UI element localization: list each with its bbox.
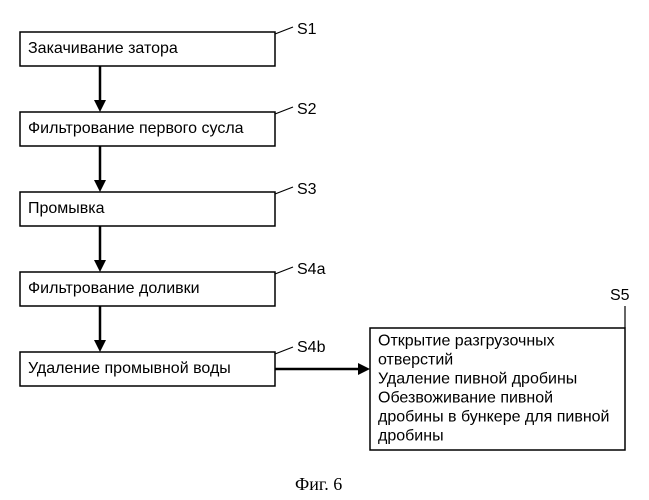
step-s5: Открытие разгрузочных отверстий Удаление п… xyxy=(370,287,630,450)
step-s4a: Фильтрование доливки S4a xyxy=(20,261,326,306)
step-text: Промывка xyxy=(28,200,105,217)
step-text: дробины xyxy=(378,428,444,445)
figure-caption: Фиг. 6 xyxy=(295,474,342,494)
arrow-head xyxy=(94,180,106,192)
step-label: S3 xyxy=(297,181,317,198)
step-s1: Закачивание затора S1 xyxy=(20,21,317,66)
label-leader xyxy=(275,187,293,194)
step-text: Удаление промывной воды xyxy=(28,360,231,377)
step-text: дробины в бункере для пивной xyxy=(378,409,609,426)
step-text: Фильтрование первого сусла xyxy=(28,120,244,137)
step-label: S5 xyxy=(610,287,630,304)
label-leader xyxy=(275,27,293,34)
label-leader xyxy=(275,107,293,114)
step-s3: Промывка S3 xyxy=(20,181,317,226)
step-text: Удаление пивной дробины xyxy=(378,371,577,388)
step-s2: Фильтрование первого сусла S2 xyxy=(20,101,317,146)
arrow-head xyxy=(94,260,106,272)
step-text: Открытие разгрузочных xyxy=(378,333,555,350)
step-text: Фильтрование доливки xyxy=(28,280,200,297)
step-text: отверстий xyxy=(378,352,453,369)
label-leader xyxy=(275,267,293,274)
step-label: S4a xyxy=(297,261,326,278)
step-label: S1 xyxy=(297,21,317,38)
step-text: Обезвоживание пивной xyxy=(378,390,553,407)
step-s4b: Удаление промывной воды S4b xyxy=(20,339,326,386)
step-label: S4b xyxy=(297,339,326,356)
step-text: Закачивание затора xyxy=(28,40,178,57)
label-leader xyxy=(275,347,293,354)
flowchart: Закачивание затора S1 Фильтрование первого… xyxy=(0,0,649,500)
arrow-head xyxy=(358,363,370,375)
step-label: S2 xyxy=(297,101,317,118)
arrow-head xyxy=(94,340,106,352)
arrow-head xyxy=(94,100,106,112)
